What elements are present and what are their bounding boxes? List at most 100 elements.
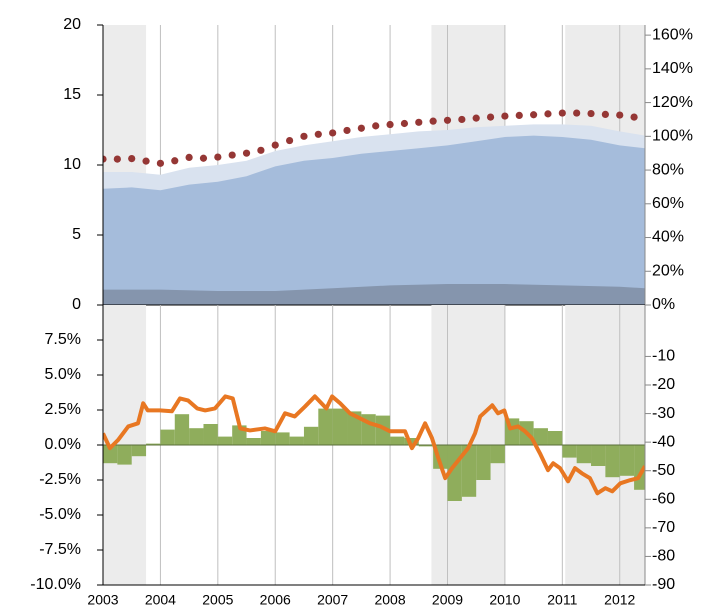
bar: [103, 445, 118, 464]
bar: [404, 438, 419, 445]
y-tick-label: -2.5%: [39, 471, 81, 488]
bar: [289, 436, 304, 445]
dot: [558, 109, 566, 117]
dot: [386, 120, 394, 129]
bar: [605, 445, 620, 478]
y-tick-label: 5.0%: [45, 366, 81, 383]
dot: [544, 110, 552, 118]
bar: [562, 445, 577, 458]
dot: [314, 130, 322, 138]
x-tick-label: 2011: [547, 592, 577, 608]
bar: [634, 445, 645, 490]
y2-tick-label: 60%: [652, 195, 684, 212]
y-tick-label: 15: [63, 86, 81, 103]
y2-tick-label: -60: [652, 491, 675, 508]
dot: [429, 117, 437, 125]
y-tick-label: 0: [72, 296, 81, 313]
dot: [530, 111, 538, 119]
dot: [285, 136, 294, 145]
bar: [217, 436, 233, 445]
y-tick-label: 5: [72, 226, 81, 243]
y2-tick-label: 0%: [652, 296, 675, 313]
y2-tick-label: 100%: [652, 128, 693, 145]
bar: [418, 445, 434, 447]
panel: [103, 305, 645, 585]
bar: [318, 408, 333, 445]
bar: [461, 445, 477, 497]
dot: [616, 111, 624, 119]
area: [103, 135, 645, 305]
y2-tick-label: -80: [652, 548, 675, 565]
bar: [476, 445, 491, 480]
x-tick-label: 2010: [489, 592, 520, 608]
y-tick-label: 20: [63, 16, 81, 33]
y-tick-label: 7.5%: [45, 331, 81, 348]
bar: [576, 445, 592, 464]
dot: [156, 159, 165, 167]
dot: [214, 153, 222, 161]
bar: [174, 414, 190, 445]
area: [103, 284, 645, 305]
bar: [332, 408, 348, 445]
bar: [375, 415, 391, 445]
dot: [458, 115, 466, 124]
dot: [300, 132, 308, 140]
dot: [443, 116, 452, 124]
dot: [103, 155, 107, 163]
y2-tick-label: 160%: [652, 26, 693, 43]
dot: [199, 154, 208, 162]
y2-tick-label: -40: [652, 433, 675, 450]
y-tick-label: 10: [63, 156, 81, 173]
y2-tick-label: -90: [652, 576, 675, 593]
line: [103, 394, 645, 496]
dot: [486, 113, 495, 121]
panel: [103, 25, 645, 305]
bar: [260, 431, 276, 445]
y2-tick-label: 80%: [652, 161, 684, 178]
y2-tick-label: 20%: [652, 262, 684, 279]
bar: [117, 445, 132, 465]
y2-tick-label: -50: [652, 462, 675, 479]
y2-tick-label: -70: [652, 519, 675, 536]
x-tick-label: 2003: [87, 592, 118, 608]
y2-tick-label: 40%: [652, 229, 684, 246]
bar: [189, 428, 204, 445]
bar: [347, 411, 362, 445]
dot: [415, 118, 423, 126]
bar: [547, 431, 563, 445]
bar: [275, 432, 290, 445]
dot: [515, 111, 523, 120]
bar: [619, 445, 635, 476]
dot: [587, 109, 595, 118]
dot: [171, 157, 179, 165]
dot: [228, 151, 236, 159]
x-tick-label: 2007: [317, 592, 348, 608]
y-tick-label: 0.0%: [45, 436, 81, 453]
x-tick-label: 2005: [202, 592, 233, 608]
dot: [601, 110, 609, 118]
y-tick-label: -5.0%: [39, 506, 81, 523]
dot: [185, 153, 193, 162]
y-tick-label: 2.5%: [45, 401, 81, 418]
x-tick-label: 2004: [145, 592, 176, 608]
dot: [343, 126, 351, 135]
x-tick-label: 2006: [260, 592, 291, 608]
y2-tick-label: -10: [652, 348, 675, 365]
bar: [390, 436, 405, 445]
y-tick-label: -7.5%: [39, 541, 81, 558]
bar: [160, 429, 175, 445]
y2-tick-label: -30: [652, 405, 675, 422]
dot: [128, 154, 136, 163]
bar: [131, 445, 147, 457]
y2-tick-label: 120%: [652, 94, 693, 111]
dot: [400, 119, 409, 128]
bar: [246, 438, 261, 445]
dot: [501, 112, 509, 120]
bar: [146, 443, 161, 445]
bar: [533, 428, 548, 445]
y-tick-label: -10.0%: [30, 576, 81, 593]
bar: [490, 445, 505, 464]
dot: [242, 149, 251, 157]
y2-tick-label: 140%: [652, 60, 693, 77]
